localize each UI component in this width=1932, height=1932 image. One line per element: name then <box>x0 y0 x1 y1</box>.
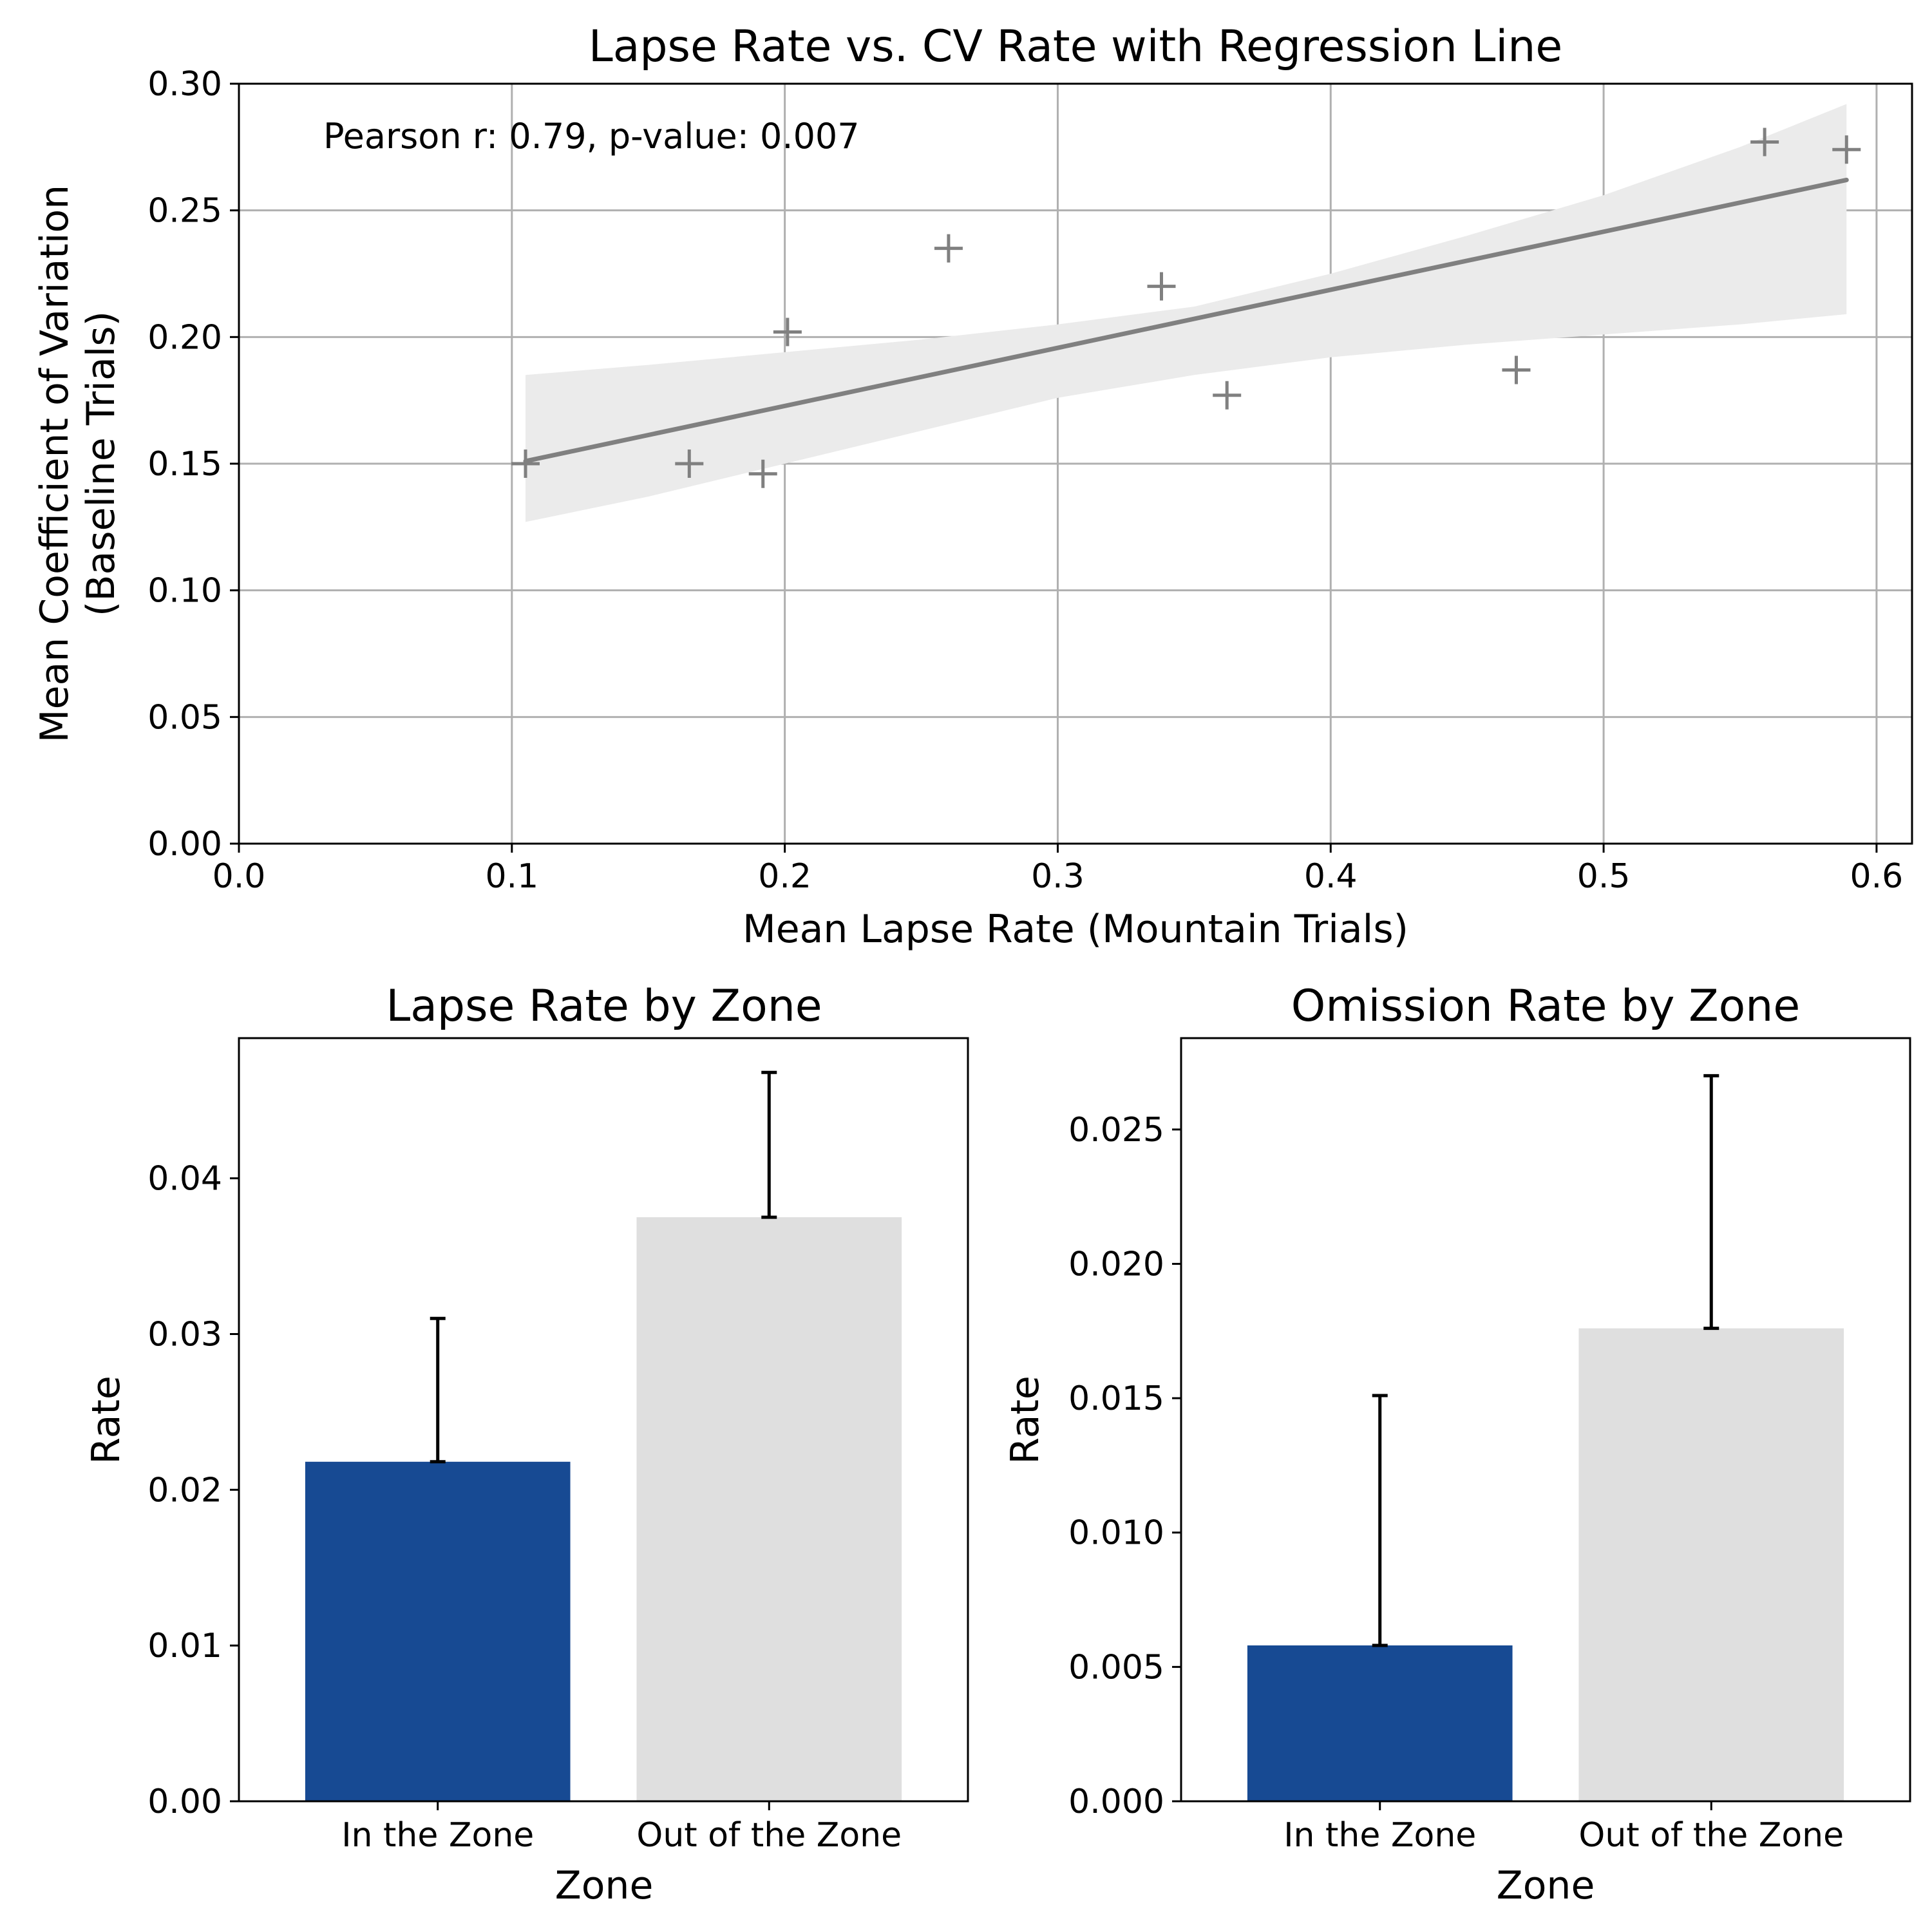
scatter-x-tick-label: 0.6 <box>1850 857 1904 896</box>
omission-y-ticks: 0.000 0.005 0.010 0.015 0.020 0.025 <box>1068 1111 1181 1821</box>
regression-line-path <box>523 177 1849 464</box>
lapse-y-axis-label: Rate <box>84 1376 129 1464</box>
b1-y-tick-label: 0.00 <box>147 1783 222 1821</box>
scatter-y-axis-label-line1: Mean Coefficient of Variation <box>32 185 77 743</box>
lapse-x-axis-label: Zone <box>555 1863 654 1908</box>
omission-bar-axes-frame <box>1180 1037 1911 1803</box>
scatter-point <box>1832 135 1861 164</box>
omission-bar-title: Omission Rate by Zone <box>1291 981 1800 1032</box>
b1-x-tick-label: Out of the Zone <box>636 1816 902 1855</box>
b2-y-tick-label: 0.000 <box>1068 1783 1164 1821</box>
scatter-y-axis-label-line2: (Baseline Trials) <box>79 311 124 616</box>
confidence-band-area <box>526 104 1847 522</box>
b1-y-tick-label: 0.04 <box>147 1160 222 1198</box>
scatter-point <box>511 450 540 478</box>
lapse-x-ticks: In the Zone Out of the Zone <box>341 1801 902 1855</box>
scatter-y-tick-label: 0.10 <box>147 572 222 611</box>
b2-bar <box>1578 1328 1844 1801</box>
omission-x-ticks: In the Zone Out of the Zone <box>1283 1801 1844 1855</box>
scatter-title: Lapse Rate vs. CV Rate with Regression L… <box>589 21 1562 72</box>
scatter-point <box>934 234 963 263</box>
omission-y-axis-label: Rate <box>1003 1376 1048 1464</box>
scatter-points <box>511 128 1861 488</box>
b1-x-tick-label: In the Zone <box>341 1816 534 1855</box>
scatter-x-axis-label: Mean Lapse Rate (Mountain Trials) <box>743 907 1408 952</box>
regression-line <box>523 177 1849 464</box>
scatter-point <box>1213 381 1242 410</box>
scatter-x-tick-label: 0.1 <box>485 857 538 896</box>
scatter-y-tick-label: 0.15 <box>147 445 222 484</box>
b2-y-tick-label: 0.010 <box>1068 1514 1164 1553</box>
scatter-y-tick-label: 0.30 <box>147 65 222 104</box>
b1-y-tick-label: 0.02 <box>147 1471 222 1510</box>
omission-x-axis-label: Zone <box>1497 1863 1595 1908</box>
pearson-annotation: Pearson r: 0.79, p-value: 0.007 <box>323 116 860 156</box>
b2-bar <box>1247 1645 1513 1801</box>
scatter-y-tick-label: 0.05 <box>147 698 222 737</box>
scatter-point <box>675 450 704 478</box>
scatter-point <box>773 317 802 346</box>
scatter-y-ticks: 0.00 0.05 0.10 0.15 0.20 0.25 0.30 <box>147 65 239 864</box>
b2-x-tick-label: Out of the Zone <box>1578 1816 1844 1855</box>
scatter-point <box>1750 128 1779 156</box>
scatter-x-tick-label: 0.3 <box>1031 857 1084 896</box>
b1-bar <box>636 1217 902 1801</box>
b1-bar <box>305 1461 571 1801</box>
scatter-y-tick-label: 0.00 <box>147 825 222 864</box>
scatter-x-tick-label: 0.5 <box>1577 857 1631 896</box>
omission-bars <box>1247 1328 1844 1801</box>
scatter-x-ticks: 0.0 0.1 0.2 0.3 0.4 0.5 0.6 <box>213 844 1904 896</box>
scatter-x-tick-label: 0.0 <box>213 857 266 896</box>
omission-bar-panel: Omission Rate by Zone In the Zone Out of … <box>1003 981 1911 1908</box>
b2-y-tick-label: 0.020 <box>1068 1245 1164 1283</box>
b1-y-tick-label: 0.03 <box>147 1315 222 1354</box>
scatter-panel: Lapse Rate vs. CV Rate with Regression L… <box>32 21 1913 952</box>
confidence-band <box>526 104 1847 522</box>
b2-x-tick-label: In the Zone <box>1283 1816 1476 1855</box>
b2-y-tick-label: 0.005 <box>1068 1648 1164 1687</box>
scatter-x-tick-label: 0.4 <box>1304 857 1358 896</box>
scatter-point <box>1502 355 1531 384</box>
lapse-bars <box>305 1217 902 1801</box>
lapse-bar-panel: Lapse Rate by Zone In the Zone Out of the… <box>84 981 969 1908</box>
lapse-error-bars <box>430 1070 777 1464</box>
scatter-point <box>1147 272 1176 301</box>
b2-y-tick-label: 0.025 <box>1068 1111 1164 1150</box>
scatter-y-tick-label: 0.25 <box>147 192 222 231</box>
lapse-bar-title: Lapse Rate by Zone <box>386 981 822 1032</box>
scatter-x-tick-label: 0.2 <box>758 857 811 896</box>
omission-error-bars <box>1372 1074 1719 1647</box>
b1-y-tick-label: 0.01 <box>147 1627 222 1665</box>
lapse-y-ticks: 0.00 0.01 0.02 0.03 0.04 <box>147 1160 239 1821</box>
scatter-y-tick-label: 0.20 <box>147 318 222 357</box>
b2-y-tick-label: 0.015 <box>1068 1379 1164 1418</box>
lapse-bar-axes-frame <box>238 1037 969 1803</box>
scatter-point <box>748 459 777 488</box>
